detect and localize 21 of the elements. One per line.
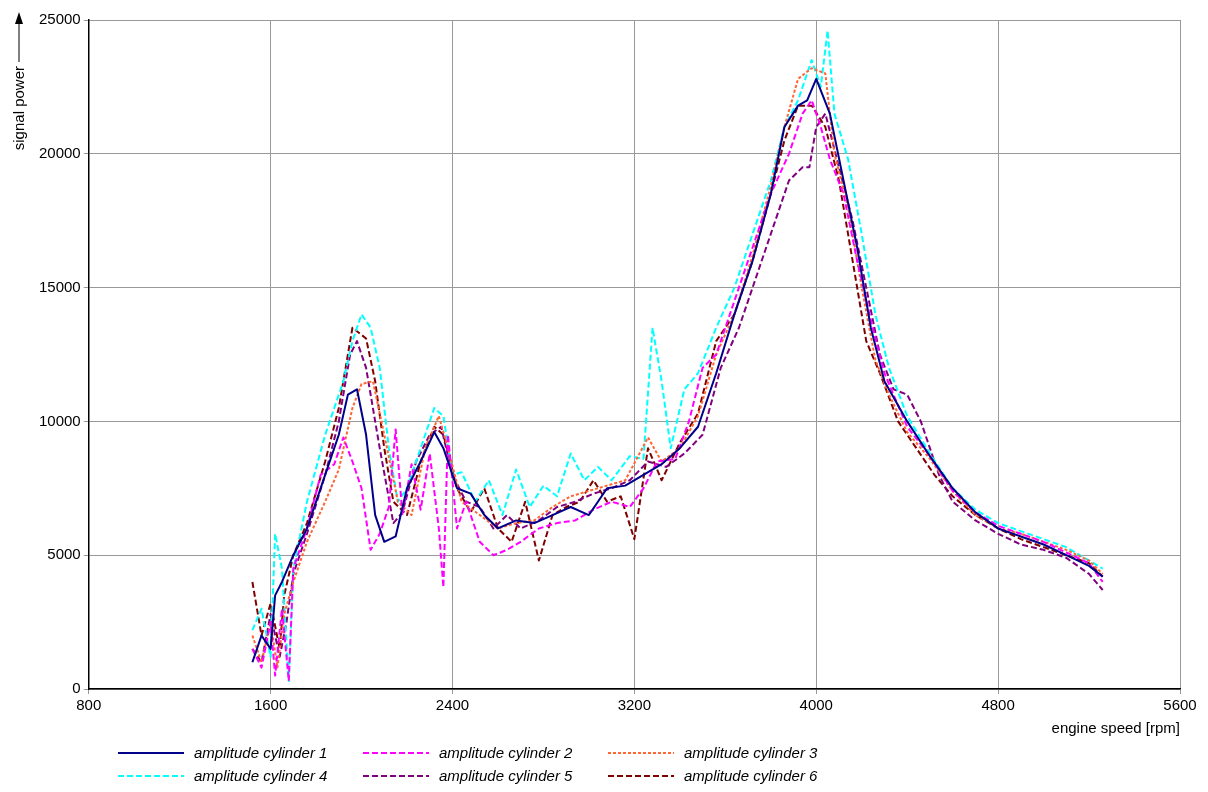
y-tick-label: 20000 — [38, 143, 81, 161]
y-axis-title: signal power — [10, 66, 27, 151]
x-tick-label: 800 — [76, 696, 102, 714]
y-tick-label: 15000 — [38, 277, 81, 295]
x-tick-label: 2400 — [435, 696, 470, 714]
y-tick-label: 10000 — [38, 411, 81, 429]
x-tick-label: 1600 — [253, 696, 288, 714]
y-tick-label: 5000 — [47, 545, 81, 563]
legend-label: amplitude cylinder 3 — [684, 744, 818, 761]
x-tick-label: 4800 — [981, 696, 1015, 714]
x-tick-label: 3200 — [617, 696, 652, 714]
x-tick-label: 4000 — [799, 696, 833, 714]
legend-label: amplitude cylinder 1 — [194, 744, 328, 761]
y-tick-label: 25000 — [38, 10, 81, 28]
legend-label: amplitude cylinder 5 — [439, 767, 573, 784]
y-tick-label: 0 — [72, 679, 81, 697]
legend-label: amplitude cylinder 2 — [439, 744, 573, 761]
x-axis-title: engine speed [rpm] — [1051, 719, 1180, 737]
legend-label: amplitude cylinder 6 — [684, 767, 818, 784]
x-tick-label: 5600 — [1163, 696, 1197, 714]
legend-label: amplitude cylinder 4 — [194, 767, 328, 784]
